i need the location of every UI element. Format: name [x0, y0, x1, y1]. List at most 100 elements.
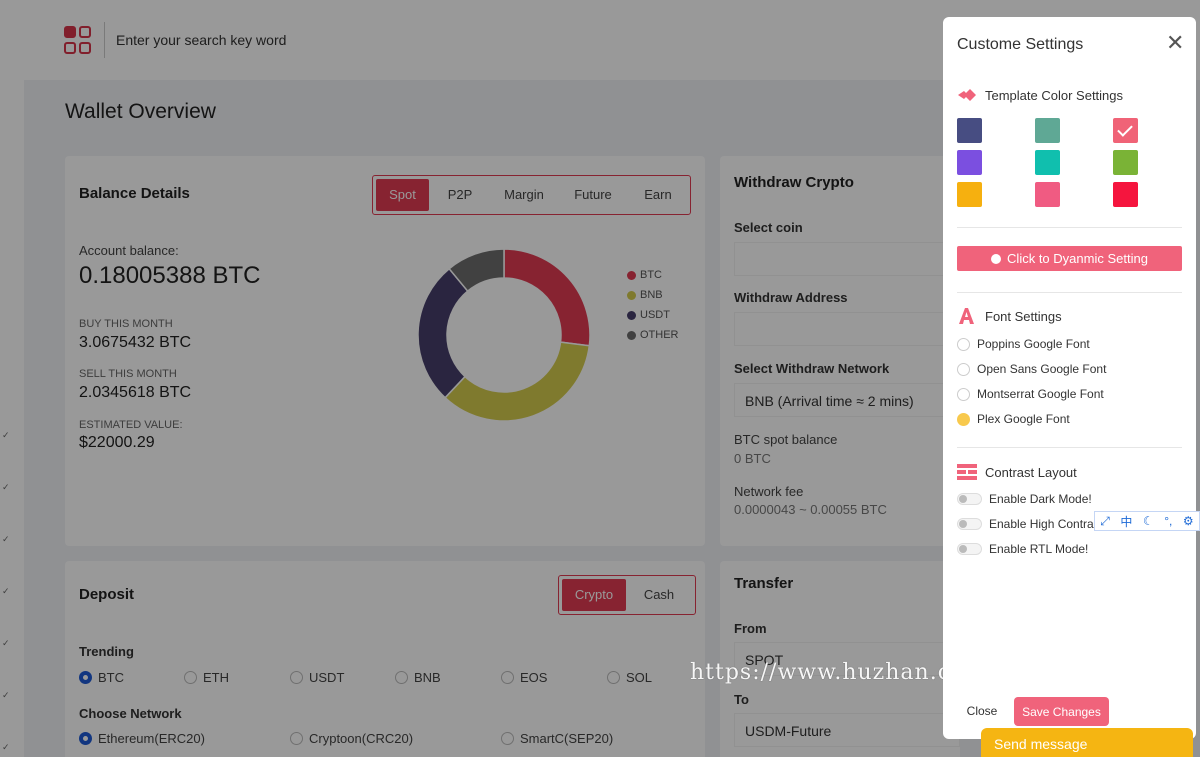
layout-icon: [957, 464, 977, 480]
rail-check-icon[interactable]: ✓: [2, 586, 10, 596]
send-message-button[interactable]: Send message: [981, 728, 1193, 757]
page-title: Wallet Overview: [65, 100, 216, 123]
legend-label: BTC: [640, 269, 662, 281]
color-swatch[interactable]: [1035, 150, 1060, 175]
high-contrast-label: Enable High Contrast: [989, 517, 1104, 531]
from-label: From: [734, 621, 767, 636]
network-radio-sep20[interactable]: SmartC(SEP20): [501, 731, 613, 746]
save-changes-button[interactable]: Save Changes: [1014, 697, 1109, 726]
font-section-title: Font Settings: [985, 308, 1062, 324]
dynamic-setting-label: Click to Dyanmic Setting: [1007, 251, 1148, 266]
palette-icon: [991, 253, 1002, 264]
network-radio-erc20[interactable]: Ethereum(ERC20): [79, 731, 205, 746]
dark-mode-toggle[interactable]: [957, 493, 982, 505]
deposit-tabs: Crypto Cash: [558, 575, 696, 615]
panel-title: Custome Settings: [957, 36, 1084, 53]
estimated-value: $22000.29: [79, 434, 155, 451]
dark-mode-label: Enable Dark Mode!: [989, 492, 1092, 506]
resize-icon[interactable]: ⤢: [1100, 513, 1110, 528]
custom-settings-panel: Custome Settings ✕ Template Color Settin…: [943, 17, 1196, 739]
coin-radio-btc[interactable]: BTC: [79, 670, 124, 685]
legend-dot: [627, 290, 636, 300]
font-option-plex[interactable]: Plex Google Font: [957, 412, 1070, 426]
tab-p2p[interactable]: P2P: [447, 187, 473, 202]
coin-radio-sol[interactable]: SOL: [607, 670, 652, 685]
to-label: To: [734, 692, 749, 707]
gear-icon[interactable]: ⚙: [1182, 514, 1194, 528]
left-rail: ✓ ✓ ✓ ✓ ✓ ✓ ✓: [0, 0, 24, 757]
color-swatch[interactable]: [1035, 118, 1060, 143]
legend-item-usdt[interactable]: USDT: [627, 305, 679, 325]
coin-radio-eos[interactable]: EOS: [501, 670, 547, 685]
app-grid-icon[interactable]: [64, 26, 92, 54]
coin-radio-usdt[interactable]: USDT: [290, 670, 344, 685]
rail-check-icon[interactable]: ✓: [2, 430, 10, 440]
legend-item-other[interactable]: OTHER: [627, 325, 679, 345]
font-option-poppins[interactable]: Poppins Google Font: [957, 337, 1090, 351]
select-coin-input[interactable]: [734, 242, 960, 276]
paint-bucket-icon: [957, 87, 977, 103]
network-fee-value: 0.0000043 ~ 0.00055 BTC: [734, 502, 887, 517]
tab-cash[interactable]: Cash: [643, 587, 675, 602]
color-swatch[interactable]: [1113, 150, 1138, 175]
network-radio-crc20[interactable]: Cryptoon(CRC20): [290, 731, 413, 746]
dynamic-setting-button[interactable]: Click to Dyanmic Setting: [957, 246, 1182, 271]
rail-check-icon[interactable]: ✓: [2, 638, 10, 648]
network-select[interactable]: BNB (Arrival time ≈ 2 mins): [734, 383, 960, 417]
color-swatch[interactable]: [1113, 182, 1138, 207]
tab-future[interactable]: Future: [574, 187, 612, 202]
search-input[interactable]: [116, 28, 416, 52]
tab-earn[interactable]: Earn: [644, 187, 672, 202]
moon-icon[interactable]: ☾: [1142, 514, 1154, 528]
rail-check-icon[interactable]: ✓: [2, 534, 10, 544]
color-swatch[interactable]: [957, 150, 982, 175]
color-swatch[interactable]: [957, 118, 982, 143]
close-icon[interactable]: ✕: [1166, 30, 1185, 55]
balance-donut-chart: [417, 248, 591, 422]
buy-label: BUY THIS MONTH: [79, 318, 173, 330]
tab-margin[interactable]: Margin: [504, 187, 544, 202]
divider: [957, 227, 1182, 228]
contrast-section-header: Contrast Layout: [957, 464, 1077, 480]
rail-check-icon[interactable]: ✓: [2, 482, 10, 492]
high-contrast-toggle[interactable]: [957, 518, 982, 530]
sell-label: SELL THIS MONTH: [79, 368, 177, 380]
account-balance-label: Account balance:: [79, 243, 179, 258]
card-title: Balance Details: [79, 185, 190, 202]
color-swatch[interactable]: [1113, 118, 1138, 143]
font-option-open-sans[interactable]: Open Sans Google Font: [957, 362, 1106, 376]
legend-item-bnb[interactable]: BNB: [627, 285, 679, 305]
select-coin-label: Select coin: [734, 220, 803, 235]
rail-check-icon[interactable]: ✓: [2, 690, 10, 700]
coin-radio-bnb[interactable]: BNB: [395, 670, 441, 685]
balance-tabs: Spot P2P Margin Future Earn: [372, 175, 691, 215]
coin-radio-eth[interactable]: ETH: [184, 670, 229, 685]
donut-slice-other[interactable]: [448, 248, 505, 293]
legend-dot: [627, 270, 636, 280]
buy-value: 3.0675432 BTC: [79, 334, 192, 351]
legend-dot: [627, 310, 636, 320]
deposit-card: Deposit Crypto Cash Trending BTC ETH USD…: [65, 561, 705, 757]
rtl-mode-toggle[interactable]: [957, 543, 982, 555]
tab-spot[interactable]: Spot: [376, 179, 429, 211]
legend-item-btc[interactable]: BTC: [627, 265, 679, 285]
withdraw-address-input[interactable]: [734, 312, 960, 346]
punctuation-icon[interactable]: °,: [1164, 514, 1173, 528]
color-swatch[interactable]: [1035, 182, 1060, 207]
legend-label: OTHER: [640, 329, 679, 341]
donut-slice-bnb[interactable]: [444, 341, 591, 422]
color-swatch[interactable]: [957, 182, 982, 207]
account-balance-value: 0.18005388 BTC: [79, 262, 261, 289]
font-option-montserrat[interactable]: Montserrat Google Font: [957, 387, 1104, 401]
rail-check-icon[interactable]: ✓: [2, 742, 10, 752]
legend-label: USDT: [640, 309, 670, 321]
language-toggle[interactable]: 中: [1120, 514, 1133, 529]
to-select[interactable]: USDM-Future: [734, 713, 960, 747]
choose-network-label: Choose Network: [79, 706, 182, 721]
tab-crypto[interactable]: Crypto: [562, 579, 626, 611]
balance-card: Balance Details Spot P2P Margin Future E…: [65, 156, 705, 546]
close-button[interactable]: Close: [956, 697, 1008, 725]
transfer-card: Transfer From SPOT To USDM-Future: [720, 561, 960, 757]
from-select[interactable]: SPOT: [734, 642, 960, 676]
